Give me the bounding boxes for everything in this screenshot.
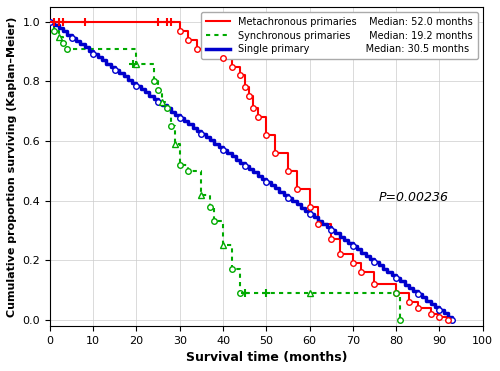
Y-axis label: Cumulative proportion surviving (Kaplan–Meier): Cumulative proportion surviving (Kaplan–… bbox=[7, 16, 17, 316]
Legend: Metachronous primaries    Median: 52.0 months, Synchronous primaries      Median: Metachronous primaries Median: 52.0 mont… bbox=[201, 12, 477, 59]
Text: P=0.00236: P=0.00236 bbox=[378, 191, 448, 204]
X-axis label: Survival time (months): Survival time (months) bbox=[186, 351, 347, 364]
